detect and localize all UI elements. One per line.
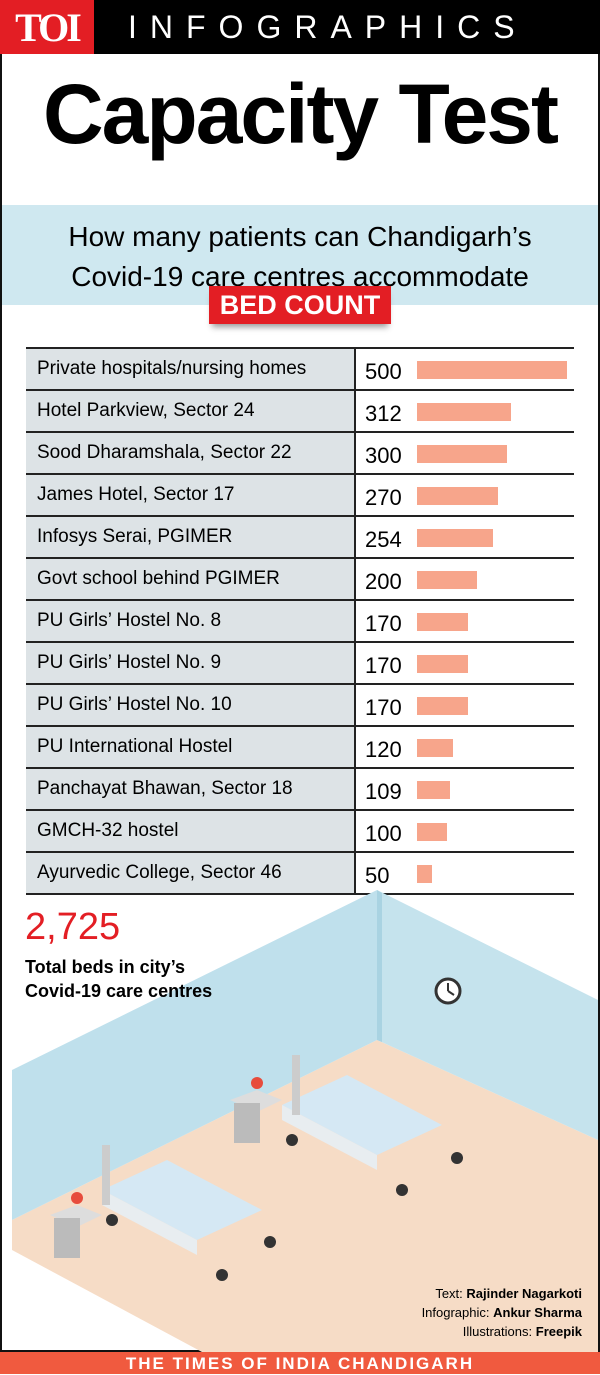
clock-icon — [434, 977, 462, 1005]
value-label: 170 — [365, 653, 402, 678]
value-label: 109 — [365, 779, 402, 804]
bar-cell — [416, 433, 574, 473]
bar-cell — [416, 517, 574, 557]
bar — [417, 529, 494, 547]
page-title: Capacity Test — [43, 67, 559, 161]
bar — [417, 613, 468, 631]
bar-cell — [416, 727, 574, 767]
bar-cell — [416, 853, 574, 893]
bar-cell — [416, 685, 574, 725]
category-label: Govt school behind PGIMER — [26, 559, 356, 599]
table-row: PU Girls’ Hostel No. 8 170 — [26, 601, 574, 643]
room-floor — [12, 1040, 598, 1352]
hospital-room-illustration — [12, 890, 598, 1352]
wall-corner — [377, 890, 382, 1042]
bar — [417, 697, 468, 715]
table-row: James Hotel, Sector 17 270 — [26, 475, 574, 517]
table-row: Infosys Serai, PGIMER 254 — [26, 517, 574, 559]
category-label: GMCH-32 hostel — [26, 811, 356, 851]
flower-icon — [251, 1077, 263, 1089]
total-beds-value: 2,725 — [25, 906, 121, 948]
header-bar — [0, 0, 600, 54]
bed-count-badge: BED COUNT — [209, 286, 391, 324]
table-row: Panchayat Bhawan, Sector 18 109 — [26, 769, 574, 811]
table-row: GMCH-32 hostel 100 — [26, 811, 574, 853]
category-label: Infosys Serai, PGIMER — [26, 517, 356, 557]
bed-back — [282, 1055, 463, 1196]
credit-illustrations: Illustrations: Freepik — [462, 1324, 582, 1339]
category-label: Ayurvedic College, Sector 46 — [26, 853, 356, 893]
bar — [417, 781, 450, 799]
nightstand-front — [50, 1192, 102, 1258]
bar — [417, 823, 447, 841]
bar-cell — [416, 475, 574, 515]
category-label: PU International Hostel — [26, 727, 356, 767]
bar — [417, 487, 498, 505]
table-row: Ayurvedic College, Sector 46 50 — [26, 853, 574, 895]
toi-logo: TOI — [0, 0, 94, 54]
table-row: Govt school behind PGIMER 200 — [26, 559, 574, 601]
category-label: PU Girls’ Hostel No. 10 — [26, 685, 356, 725]
bar-cell — [416, 643, 574, 683]
category-label: PU Girls’ Hostel No. 8 — [26, 601, 356, 641]
subtitle-line-1: How many patients can Chandigarh’s — [68, 221, 532, 252]
value-label: 312 — [365, 401, 402, 426]
credits: Text: Rajinder Nagarkoti Infographic: An… — [422, 1284, 582, 1341]
total-beds-label: Total beds in city’s Covid-19 care centr… — [25, 957, 213, 1001]
bar-cell — [416, 811, 574, 851]
value-label: 300 — [365, 443, 402, 468]
table-row: PU International Hostel 120 — [26, 727, 574, 769]
bar-cell — [416, 349, 574, 389]
bar — [417, 571, 477, 589]
section-label: INFOGRAPHICS — [128, 9, 528, 45]
value-label: 200 — [365, 569, 402, 594]
credit-infographic: Infographic: Ankur Sharma — [421, 1305, 582, 1320]
bar — [417, 865, 432, 883]
category-label: Panchayat Bhawan, Sector 18 — [26, 769, 356, 809]
value-label: 170 — [365, 695, 402, 720]
table-row: PU Girls’ Hostel No. 9 170 — [26, 643, 574, 685]
value-label: 500 — [365, 359, 402, 384]
nightstand-back — [230, 1077, 282, 1143]
back-wall-right — [377, 890, 598, 1140]
bar-cell — [416, 601, 574, 641]
table-row: Sood Dharamshala, Sector 22 300 — [26, 433, 574, 475]
bar — [417, 445, 507, 463]
bed-count-table: Private hospitals/nursing homes 500 Hote… — [26, 347, 574, 895]
value-label: 120 — [365, 737, 402, 762]
table-row: Hotel Parkview, Sector 24 312 — [26, 391, 574, 433]
bar-cell — [416, 559, 574, 599]
value-label: 100 — [365, 821, 402, 846]
bar — [417, 655, 468, 673]
value-label: 50 — [365, 863, 390, 888]
category-label: Private hospitals/nursing homes — [26, 349, 356, 389]
bar — [417, 739, 453, 757]
table-row: PU Girls’ Hostel No. 10 170 — [26, 685, 574, 727]
bar-cell — [416, 391, 574, 431]
footer: THE TIMES OF INDIA CHANDIGARH — [0, 1352, 600, 1374]
bar-cell — [416, 769, 574, 809]
value-label: 254 — [365, 527, 402, 552]
table-row: Private hospitals/nursing homes 500 — [26, 349, 574, 391]
bed-front — [102, 1145, 276, 1281]
credit-text: Text: Rajinder Nagarkoti — [435, 1286, 582, 1301]
value-label: 270 — [365, 485, 402, 510]
flower-icon — [71, 1192, 83, 1204]
category-label: Sood Dharamshala, Sector 22 — [26, 433, 356, 473]
bar — [417, 361, 567, 379]
value-label: 170 — [365, 611, 402, 636]
category-label: Hotel Parkview, Sector 24 — [26, 391, 356, 431]
category-label: PU Girls’ Hostel No. 9 — [26, 643, 356, 683]
back-wall-left — [12, 890, 377, 1220]
category-label: James Hotel, Sector 17 — [26, 475, 356, 515]
bar — [417, 403, 511, 421]
